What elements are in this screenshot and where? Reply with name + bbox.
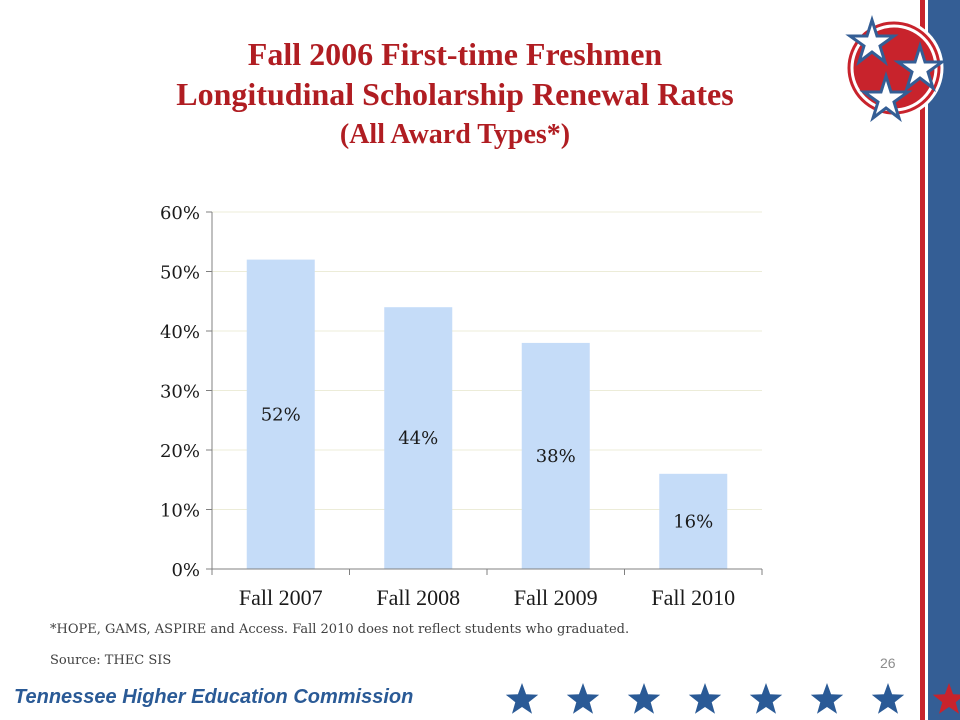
bar-value-label: 16% <box>673 511 713 532</box>
star-icon <box>932 683 960 714</box>
y-tick-label: 10% <box>160 501 200 522</box>
footer-stars <box>505 683 960 714</box>
y-tick-label: 40% <box>160 322 200 343</box>
renewal-rates-bar-chart: 0% 10% 20% 30% 40% 50% 60% 52% Fall 2007 44% Fall … <box>160 203 763 610</box>
bar-value-label: 52% <box>261 404 301 425</box>
x-tick-label: Fall 2007 <box>239 585 323 610</box>
right-white-stripe <box>925 0 928 720</box>
star-icon <box>810 683 844 714</box>
bar <box>521 342 590 569</box>
slide-title: Fall 2006 First-time Freshmen Longitudin… <box>0 34 910 156</box>
y-tick-label: 50% <box>160 263 200 284</box>
footer-organization-name: Tennessee Higher Education Commission <box>14 686 414 708</box>
star-icon <box>627 683 661 714</box>
star-icon <box>749 683 783 714</box>
star-icon <box>688 683 722 714</box>
bar-value-label: 44% <box>398 428 438 449</box>
x-tick-label: Fall 2008 <box>376 585 460 610</box>
footnote: *HOPE, GAMS, ASPIRE and Access. Fall 201… <box>50 622 630 637</box>
y-tick-label: 20% <box>160 441 200 462</box>
right-blue-stripe <box>928 0 960 720</box>
star-icon <box>566 683 600 714</box>
bar <box>384 307 453 569</box>
star-icon <box>871 683 905 714</box>
tennessee-tristar-icon <box>844 14 946 123</box>
y-tick-label: 30% <box>160 382 200 403</box>
x-tick-label: Fall 2009 <box>514 585 598 610</box>
bar-value-label: 38% <box>536 446 576 467</box>
title-line-2: Longitudinal Scholarship Renewal Rates <box>176 76 734 112</box>
source-note: Source: THEC SIS <box>50 653 172 668</box>
right-red-stripe <box>920 0 925 720</box>
title-line-1: Fall 2006 First-time Freshmen <box>247 36 663 72</box>
bar <box>659 473 728 569</box>
title-line-3: (All Award Types*) <box>339 119 571 150</box>
y-tick-label: 60% <box>160 203 200 224</box>
x-tick-label: Fall 2010 <box>651 585 735 610</box>
bar <box>246 259 315 569</box>
y-tick-label: 0% <box>171 560 200 581</box>
star-icon <box>505 683 539 714</box>
page-number: 26 <box>880 655 896 671</box>
